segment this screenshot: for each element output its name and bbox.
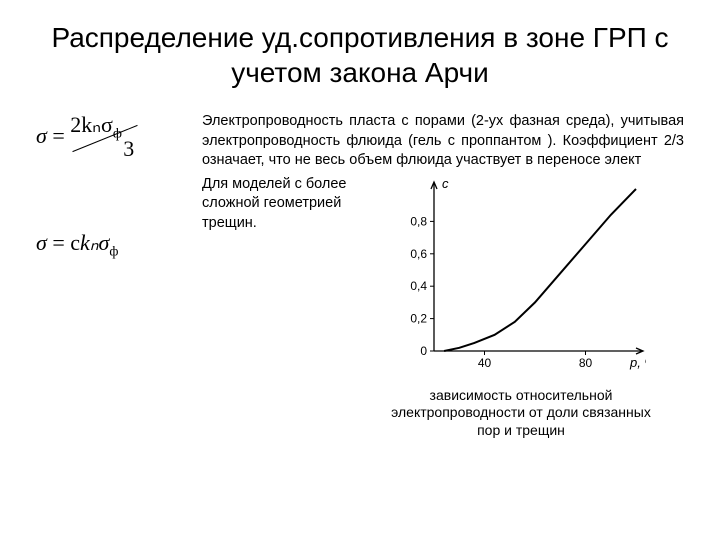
slide: Распределение уд.сопротивления в зоне ГР… bbox=[0, 0, 720, 540]
svg-text:0,4: 0,4 bbox=[410, 279, 427, 293]
svg-text:80: 80 bbox=[579, 356, 593, 370]
paragraph-2: Для моделей с более сложной геометрией т… bbox=[202, 175, 382, 440]
chart-caption: зависимость относительной электропроводн… bbox=[386, 387, 656, 440]
slide-title: Распределение уд.сопротивления в зоне ГР… bbox=[36, 20, 684, 90]
formula-1: σ = 2kₙσф 3 bbox=[36, 116, 196, 160]
svg-text:0,6: 0,6 bbox=[410, 246, 427, 260]
para2-chart-row: Для моделей с более сложной геометрией т… bbox=[202, 175, 684, 440]
body-row: σ = 2kₙσф 3 σ = ckₙσф Электропроводность… bbox=[36, 112, 684, 439]
chart-column: 0 0,2 0,4 0,6 0,8 40 80 p, % c зависимость относ… bbox=[382, 175, 684, 440]
formula-2: σ = ckₙσф bbox=[36, 230, 196, 260]
svg-text:0,2: 0,2 bbox=[410, 311, 427, 325]
phi-sub: ф bbox=[109, 244, 118, 259]
chart-svg: 0 0,2 0,4 0,6 0,8 40 80 p, % c bbox=[396, 175, 646, 375]
equals-c: = c bbox=[47, 230, 80, 255]
k-sigma: kₙσ bbox=[80, 230, 109, 255]
sigma-symbol: σ bbox=[36, 123, 47, 148]
numerator: 2kₙσф bbox=[70, 112, 122, 142]
chart: 0 0,2 0,4 0,6 0,8 40 80 p, % c bbox=[396, 175, 646, 375]
numerator-text: 2kₙσ bbox=[70, 112, 113, 137]
svg-text:0,8: 0,8 bbox=[410, 214, 427, 228]
svg-text:c: c bbox=[442, 176, 449, 191]
svg-text:40: 40 bbox=[478, 356, 492, 370]
denominator: 3 bbox=[123, 136, 134, 162]
paragraph-1: Электропроводность пласта с порами (2-ух… bbox=[202, 112, 684, 171]
formulas-column: σ = 2kₙσф 3 σ = ckₙσф bbox=[36, 112, 196, 439]
svg-text:0: 0 bbox=[420, 344, 427, 358]
sigma-symbol-2: σ bbox=[36, 230, 47, 255]
right-column: Электропроводность пласта с порами (2-ух… bbox=[196, 112, 684, 439]
equals-1: = bbox=[47, 123, 70, 148]
fraction: 2kₙσф 3 bbox=[70, 116, 140, 160]
svg-text:p, %: p, % bbox=[629, 355, 646, 370]
